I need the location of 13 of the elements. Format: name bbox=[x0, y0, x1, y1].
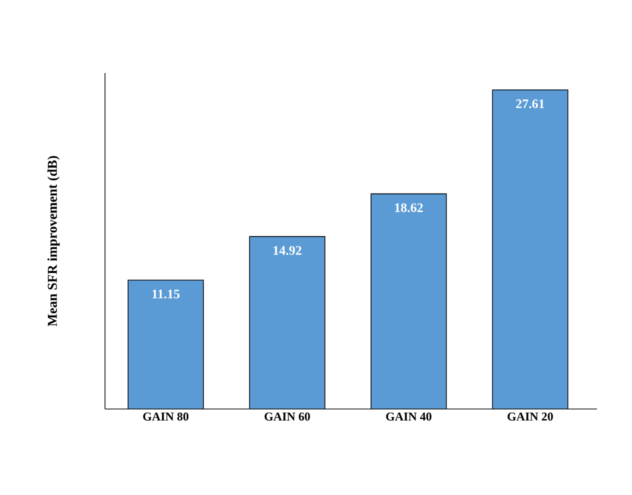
bar bbox=[492, 90, 568, 409]
y-axis-title: Mean SFR improvement (dB) bbox=[47, 156, 60, 326]
bar bbox=[371, 194, 446, 409]
data-label: 11.15 bbox=[152, 290, 180, 298]
x-tick-label: GAIN 20 bbox=[508, 412, 553, 421]
data-label: 27.61 bbox=[516, 99, 544, 108]
x-tick-label: GAIN 80 bbox=[143, 412, 188, 421]
bar bbox=[128, 280, 204, 409]
x-tick-label: GAIN 60 bbox=[264, 412, 310, 421]
x-tick-label: GAIN 40 bbox=[386, 412, 432, 421]
data-label: 18.62 bbox=[395, 203, 423, 212]
data-label: 14.92 bbox=[274, 246, 302, 255]
bar bbox=[250, 236, 325, 409]
